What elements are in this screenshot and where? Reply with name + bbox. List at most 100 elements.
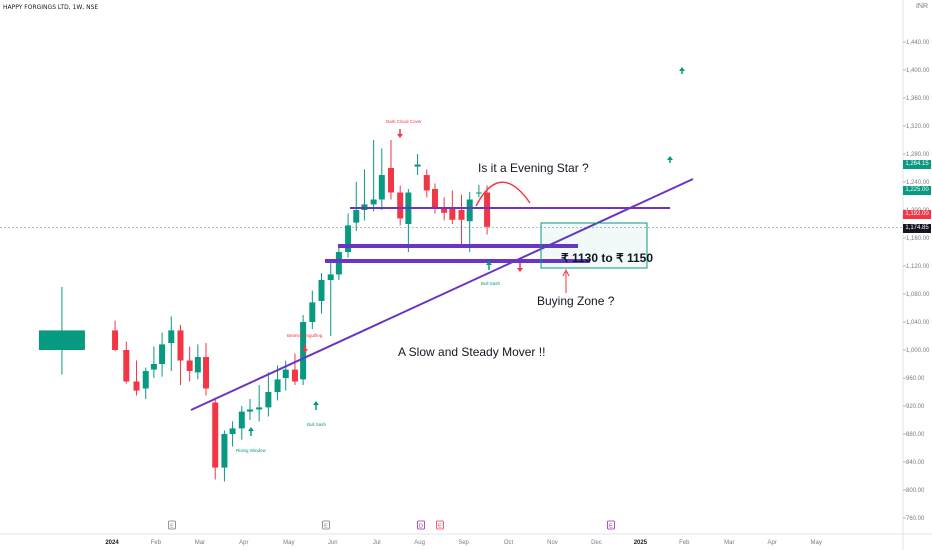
candle-body (423, 175, 430, 191)
dark-cloud-arrow-icon (397, 129, 403, 138)
slow-steady-annotation[interactable]: A Slow and Steady Mover !! (398, 345, 546, 359)
candle (133, 360, 140, 396)
rising-window-label: Rising Window (236, 448, 266, 453)
event-marker-box (417, 520, 425, 530)
candle (38, 287, 85, 375)
event-marker-box (607, 520, 615, 530)
candle (484, 185, 491, 235)
candle-series (38, 140, 491, 482)
rising-window-arrow-icon (248, 427, 254, 436)
candle (112, 320, 119, 352)
drawings-layer (190, 67, 694, 436)
candle-body (177, 330, 184, 361)
bearish-engulfing-arrow-icon (302, 344, 308, 353)
arrow-head (397, 134, 403, 138)
currency-label[interactable]: INR (915, 3, 928, 10)
candle-body (282, 369, 289, 378)
price-tick-label: 1,360.00 (906, 96, 930, 102)
price-tick-label: 800.00 (906, 488, 925, 494)
event-marker-letter: E (609, 524, 613, 530)
candle-body (414, 164, 421, 167)
candle-body (291, 369, 298, 382)
evening-star-annotation[interactable]: Is it a Evening Star ? (478, 161, 589, 175)
bearish-engulfing-label: Bearish Engulfing (287, 333, 323, 338)
candle-body (194, 357, 201, 373)
candle (168, 316, 175, 371)
candle-body (484, 192, 491, 227)
candle (335, 246, 342, 280)
event-marker-letter: D (419, 524, 423, 530)
event-marker: E (322, 520, 330, 530)
pointer-head (562, 268, 570, 277)
buying-zone-box (540, 222, 648, 269)
candle-body (309, 302, 316, 322)
bull-sash-arrow-icon (313, 401, 319, 410)
arrow-head (248, 427, 254, 431)
price-range-annotation[interactable]: ₹ 1130 to ₹ 1150 (561, 251, 653, 265)
time-tick-label: Jun (328, 540, 338, 546)
arrow-head (302, 349, 308, 353)
event-marker: D (417, 520, 425, 530)
candle (203, 343, 210, 396)
candle (238, 406, 245, 440)
target-arrow-icon-1 (679, 67, 685, 74)
candle (142, 367, 149, 399)
arrow-head (517, 268, 523, 272)
candle-body (397, 192, 404, 219)
time-tick-label: Mar (195, 540, 205, 546)
price-tick-label: 1,400.00 (906, 68, 930, 74)
event-marker-letter: E (324, 524, 328, 530)
time-tick-label: Jul (373, 540, 381, 546)
bull-sash-label-2: Bull Sash (481, 281, 501, 286)
price-tick-label: 1,240.00 (906, 180, 930, 186)
candle-body (265, 392, 272, 408)
price-tick-label: 1,120.00 (906, 264, 930, 270)
event-marker-box (168, 520, 176, 530)
symbol-title[interactable]: HAPPY FORGINGS LTD, 1W, NSE (3, 4, 99, 11)
time-tick-label: Apr (239, 540, 248, 546)
time-tick-label: Feb (151, 540, 162, 546)
candle-body (123, 350, 130, 382)
time-tick-label: Apr (768, 540, 777, 546)
buying-zone-annotation[interactable]: Buying Zone ? (537, 294, 615, 308)
time-tick-label: Feb (679, 540, 690, 546)
candle-body (159, 344, 166, 364)
candle (466, 191, 473, 252)
candle-body (38, 330, 85, 350)
candle-body (221, 434, 228, 468)
candle (159, 332, 166, 377)
time-tick-label: May (283, 540, 294, 546)
price-tick-label: 960.00 (906, 376, 925, 382)
price-tag-high: 1,264.15 (903, 160, 931, 169)
candle (291, 353, 298, 385)
candle-body (353, 210, 360, 223)
candle (229, 421, 236, 447)
candle (414, 154, 421, 175)
evening-star-arc (475, 181, 531, 207)
candle (309, 290, 316, 329)
sell-signal-arrow-icon (517, 263, 523, 272)
price-axis: 760.00 800.00 840.00 880.00 920.00 960.00 1,00… (902, 0, 930, 550)
candle-body (318, 280, 325, 301)
candle-body (458, 210, 465, 220)
candle (370, 140, 377, 212)
candle-body (212, 402, 219, 468)
candle (123, 341, 130, 384)
candle-body (203, 357, 210, 389)
candle (318, 273, 325, 314)
price-tag-close: 1,192.00 (903, 210, 931, 219)
time-tick-label: Sep (458, 540, 469, 546)
price-tag-open: 1,225.00 (903, 186, 931, 195)
candle-body (378, 175, 385, 200)
price-tick-label: 1,280.00 (906, 152, 930, 158)
event-marker-letter: E (438, 524, 442, 530)
candle-body (246, 409, 253, 412)
candle-body (229, 428, 236, 434)
dark-cloud-label: Dark Cloud Cover (386, 119, 422, 124)
price-tick-label: 920.00 (906, 404, 925, 410)
event-marker-box (322, 520, 330, 530)
price-tick-label: 1,080.00 (906, 292, 930, 298)
time-tick-label: Dec (591, 540, 602, 546)
time-tick-label: 2025 (634, 540, 648, 546)
